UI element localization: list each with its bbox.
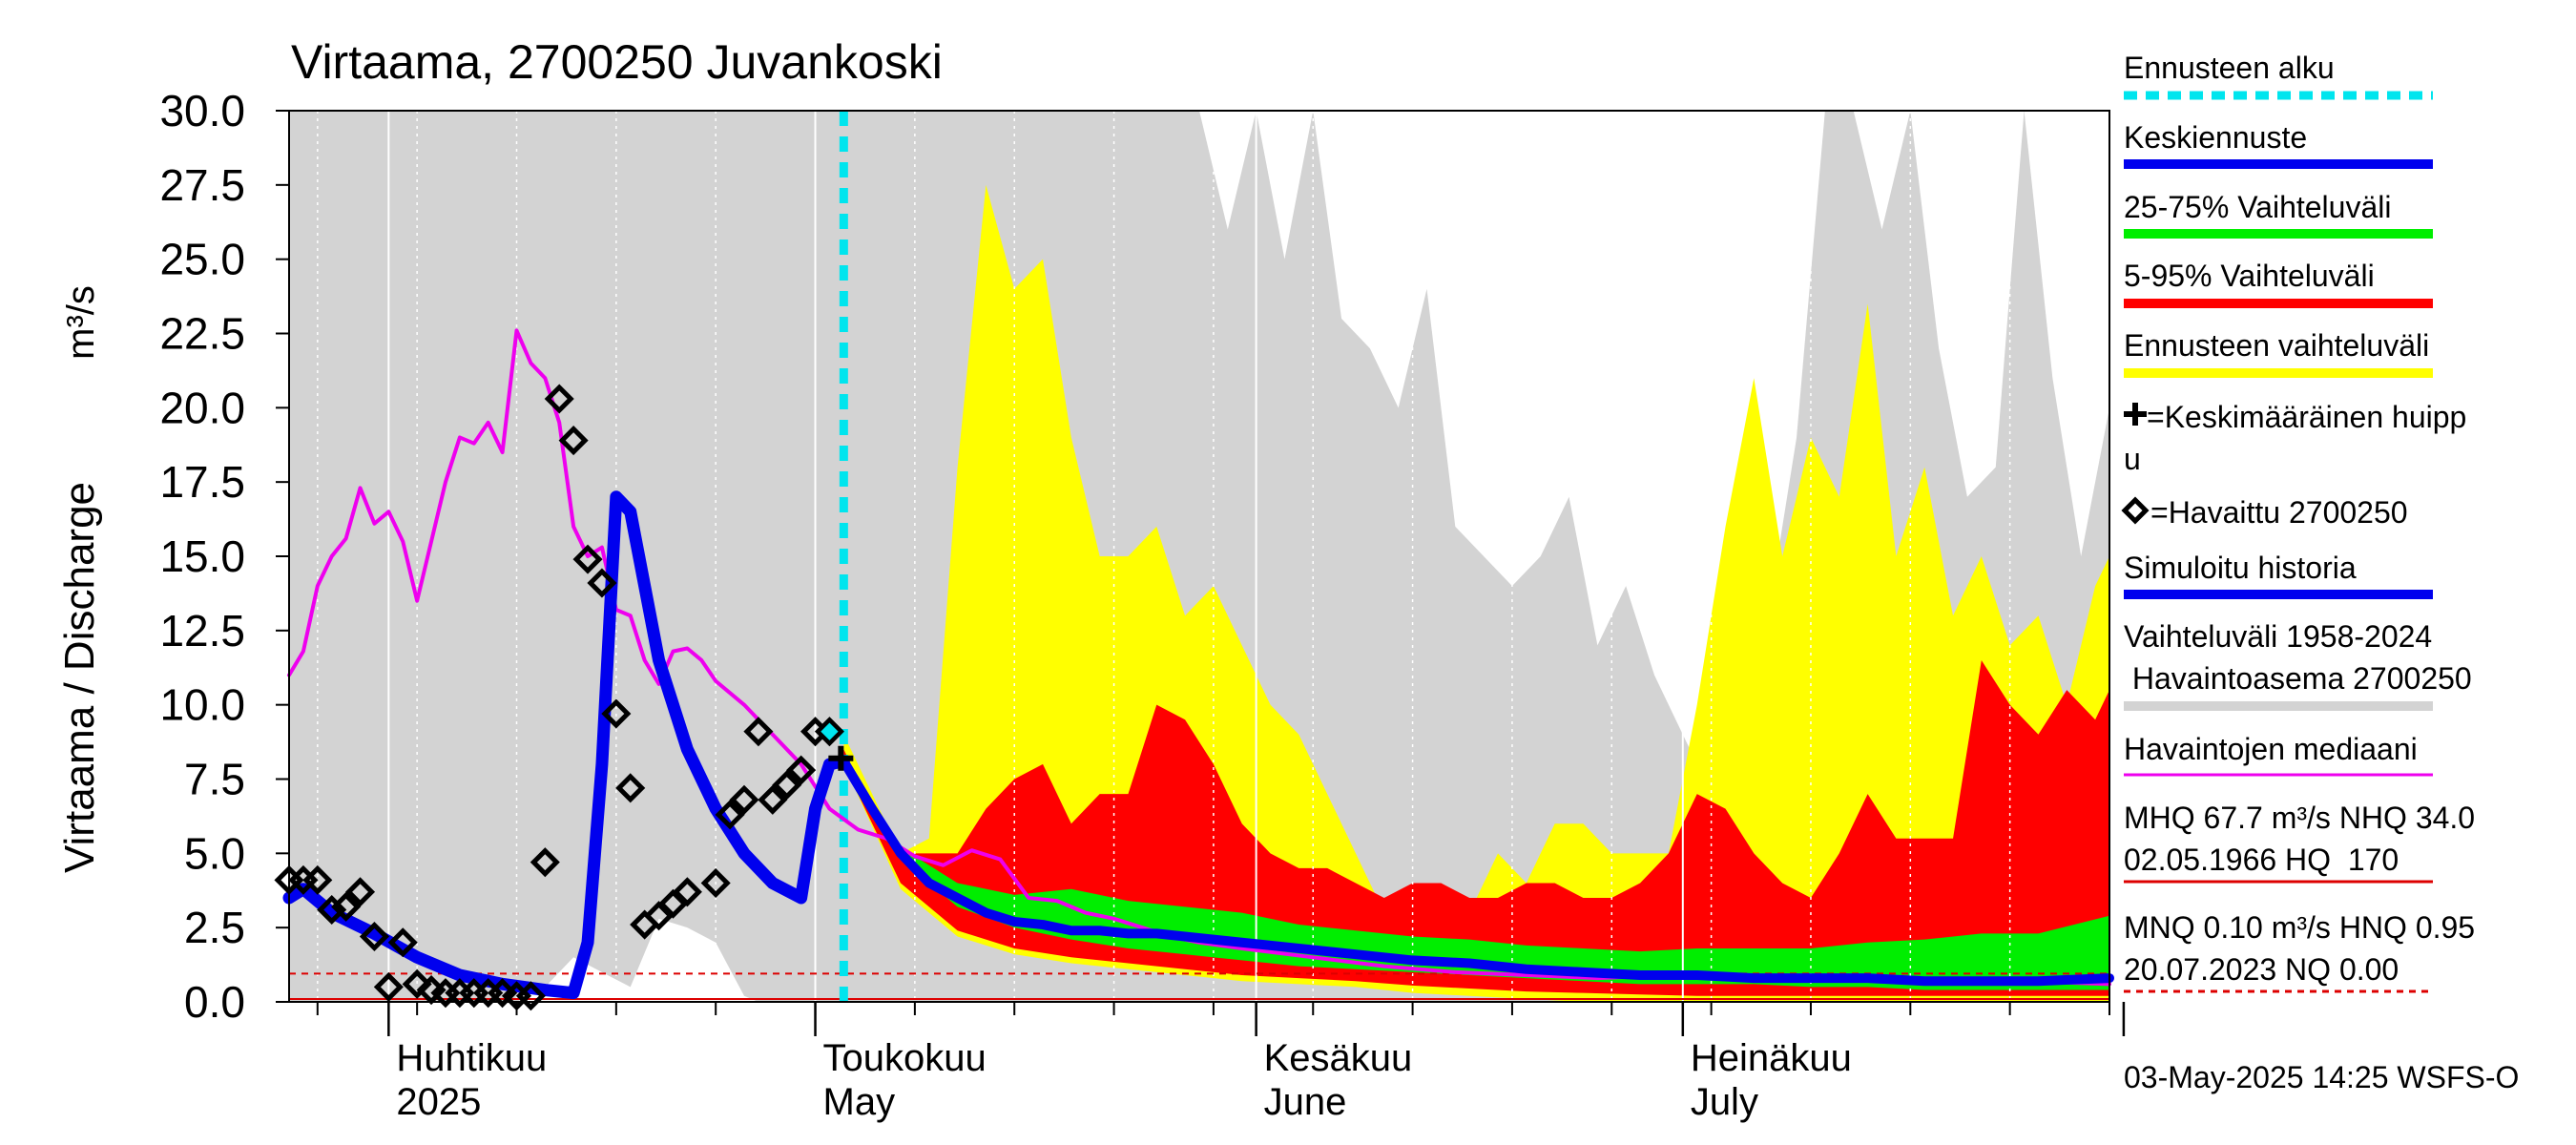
observed-latest-point xyxy=(815,717,844,746)
legend-label: Havaintojen mediaani xyxy=(2124,732,2418,766)
observed-point xyxy=(331,891,362,922)
legend-label-line2: 20.07.2023 NQ 0.00 xyxy=(2124,952,2399,987)
legend-label-line2: Havaintoasema 2700250 xyxy=(2124,661,2472,696)
legend-label: 5-95% Vaihteluväli xyxy=(2124,259,2375,293)
legend-label: Ennusteen vaihteluväli xyxy=(2124,328,2429,363)
y-axis: 0.0 2.5 5.0 7.5 10.0 12.5 15.0 17.5 20.0 22.5 25.0… xyxy=(159,86,289,1027)
observed-point xyxy=(729,784,759,815)
y-tick-label: 17.5 xyxy=(159,457,245,507)
observed-point xyxy=(530,847,560,878)
y-tick-label: 22.5 xyxy=(159,309,245,359)
legend: Ennusteen alku Keskiennuste 25-75% Vaihtel… xyxy=(2121,51,2475,993)
y-tick-label: 20.0 xyxy=(159,383,245,432)
observed-point xyxy=(715,800,745,830)
legend-symbol-peak xyxy=(2124,403,2147,426)
legend-label: =Keskimääräinen huipp xyxy=(2147,400,2466,434)
observed-point xyxy=(615,773,646,803)
y-tick-label: 15.0 xyxy=(159,531,245,581)
x-tick-label-sub: June xyxy=(1264,1081,1347,1123)
observed-point xyxy=(572,544,603,574)
y-tick-label: 25.0 xyxy=(159,235,245,284)
plot-area xyxy=(274,110,2114,1011)
observed-point xyxy=(359,921,389,952)
observed-point xyxy=(601,698,632,729)
x-tick-label-sub: May xyxy=(823,1081,896,1123)
legend-label: Simuloitu historia xyxy=(2124,551,2357,585)
chart-title: Virtaama, 2700250 Juvankoski xyxy=(291,35,943,89)
observed-point xyxy=(772,770,802,801)
legend-label: Ennusteen alku xyxy=(2124,51,2335,85)
observed-point xyxy=(558,426,589,456)
observed-point xyxy=(515,981,546,1011)
series-lines xyxy=(282,328,2114,1000)
observed-point xyxy=(544,384,574,414)
y-tick-label: 30.0 xyxy=(159,86,245,135)
y-tick-label: 0.0 xyxy=(184,977,245,1027)
footer-timestamp: 03-May-2025 14:25 WSFS-O xyxy=(2124,1060,2519,1094)
y-tick-label: 7.5 xyxy=(184,755,245,804)
observed-point xyxy=(387,927,418,958)
y-tick-label: 2.5 xyxy=(184,903,245,952)
observed-point xyxy=(587,568,617,598)
legend-label: Keskiennuste xyxy=(2124,120,2307,155)
observed-point xyxy=(302,864,333,895)
observed-point xyxy=(344,877,376,907)
x-tick-label-sub: 2025 xyxy=(396,1081,481,1123)
x-tick-label-sub: July xyxy=(1691,1081,1758,1123)
x-tick-label-month: Huhtikuu xyxy=(396,1037,547,1079)
y-tick-label: 27.5 xyxy=(159,160,245,210)
observed-point xyxy=(402,968,432,999)
x-tick-label-month: Kesäkuu xyxy=(1264,1037,1413,1079)
simulated-history-line xyxy=(282,490,850,1000)
mean-peak-marker xyxy=(828,745,854,771)
y-tick-label: 12.5 xyxy=(159,606,245,656)
legend-label: Vaihteluväli 1958-2024 xyxy=(2124,619,2432,654)
observed-point xyxy=(758,784,788,815)
median-line xyxy=(287,328,2111,987)
mean-forecast-line xyxy=(839,756,2114,987)
legend-label-line2: 02.05.1966 HQ 170 xyxy=(2124,843,2399,877)
legend-label: MNQ 0.10 m³/s HNQ 0.95 xyxy=(2124,910,2475,945)
legend-symbol-observed xyxy=(2121,496,2150,525)
legend-label: MHQ 67.7 m³/s NHQ 34.0 xyxy=(2124,801,2475,835)
observed-point xyxy=(786,755,817,785)
observed-point xyxy=(672,877,702,907)
x-tick-label-month: Heinäkuu xyxy=(1691,1037,1852,1079)
y-axis-label: Virtaama / Discharge xyxy=(56,482,103,873)
y-tick-label: 10.0 xyxy=(159,680,245,730)
history-range-band xyxy=(289,111,2109,1002)
legend-label: 25-75% Vaihteluväli xyxy=(2124,190,2391,224)
y-axis-unit: m³/s xyxy=(60,285,102,360)
observed-point xyxy=(700,867,731,899)
y-tick-label: 5.0 xyxy=(184,828,245,878)
x-tick-label-month: Toukokuu xyxy=(823,1037,987,1079)
legend-label-line2: u xyxy=(2124,442,2141,476)
bands-layer xyxy=(289,111,2109,1003)
observed-point xyxy=(373,971,404,1002)
observed-point xyxy=(743,717,774,747)
legend-label: =Havaittu 2700250 xyxy=(2150,495,2408,530)
observed-point xyxy=(317,894,347,926)
point-markers xyxy=(274,384,854,1011)
